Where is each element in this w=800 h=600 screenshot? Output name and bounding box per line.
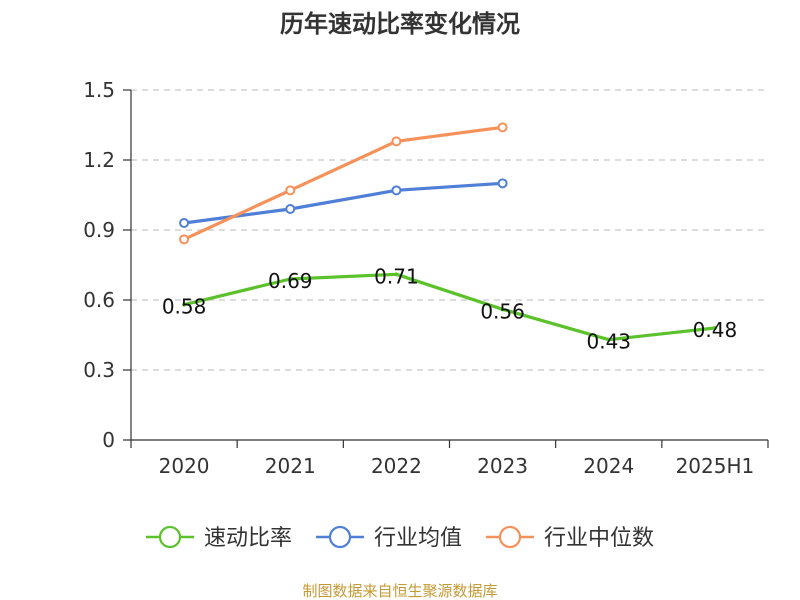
- y-tick-label: 1.2: [83, 148, 115, 172]
- legend-item-2[interactable]: 行业中位数: [486, 525, 654, 551]
- legend-marker-icon: [498, 525, 522, 549]
- series-group: [179, 122, 717, 342]
- data-point-series-1-2020[interactable]: [179, 218, 190, 228]
- legend-marker-icon: [158, 525, 182, 549]
- data-labels: 0.58 0.69 0.71 0.56 0.43 0.48: [162, 264, 737, 353]
- data-point-series-0-2020[interactable]: [182, 302, 187, 307]
- data-point-series-1-2022[interactable]: [391, 185, 402, 196]
- data-point-series-0-2023[interactable]: [500, 307, 505, 312]
- series-line-2: [182, 125, 505, 241]
- data-point-series-2-2020[interactable]: [179, 234, 190, 245]
- data-point-series-1-2021[interactable]: [285, 204, 296, 214]
- data-label-2022: 0.71: [374, 264, 419, 288]
- y-tick-label: 0.3: [83, 358, 115, 382]
- y-tick-label: 0.6: [83, 288, 115, 312]
- grid-lines: [131, 89, 768, 371]
- series-line-0: [182, 272, 717, 342]
- legend-label: 行业中位数: [544, 526, 654, 551]
- x-tick-label-2023: 2023: [477, 454, 528, 478]
- data-point-series-1-2023[interactable]: [497, 178, 508, 189]
- x-tick-label-2020: 2020: [159, 454, 210, 478]
- legend-label: 行业均值: [374, 526, 462, 551]
- data-label-2025h1: 0.48: [693, 318, 738, 342]
- data-point-series-0-2022[interactable]: [394, 272, 399, 277]
- source-note: 制图数据来自恒生聚源数据库: [302, 582, 497, 600]
- y-tick-label: 1.5: [83, 78, 115, 102]
- x-tick-label-2024: 2024: [583, 454, 634, 478]
- x-tick-label-2022: 2022: [371, 454, 422, 478]
- legend-marker-icon: [328, 525, 352, 549]
- legend-item-1[interactable]: 行业均值: [316, 525, 462, 551]
- data-point-series-2-2021[interactable]: [285, 185, 296, 196]
- legend-item-0[interactable]: 速动比率: [146, 525, 292, 551]
- legend-label: 速动比率: [204, 526, 292, 551]
- data-label-2023: 0.56: [480, 299, 525, 323]
- axes: 0 0.3 0.6 0.9 1.2 1.5 2020 2021 2022 2023 2024 2025…: [83, 78, 769, 478]
- data-label-2024: 0.43: [586, 330, 631, 354]
- data-label-2021: 0.69: [268, 269, 313, 293]
- x-tick-label-2021: 2021: [265, 454, 316, 478]
- legend[interactable]: 速动比率 行业均值 行业中位数: [146, 525, 654, 551]
- y-tick-label: 0.9: [83, 218, 115, 242]
- data-point-series-0-2025h1[interactable]: [712, 326, 717, 330]
- data-point-series-0-2021[interactable]: [288, 277, 293, 281]
- data-point-series-2-2022[interactable]: [391, 136, 402, 147]
- data-point-series-0-2024[interactable]: [606, 337, 611, 342]
- data-point-series-2-2023[interactable]: [497, 122, 508, 133]
- y-tick-label: 0: [102, 428, 115, 452]
- data-label-2020: 0.58: [162, 295, 207, 319]
- chart-title: 历年速动比率变化情况: [280, 10, 520, 38]
- x-tick-label-2025h1: 2025H1: [676, 454, 755, 478]
